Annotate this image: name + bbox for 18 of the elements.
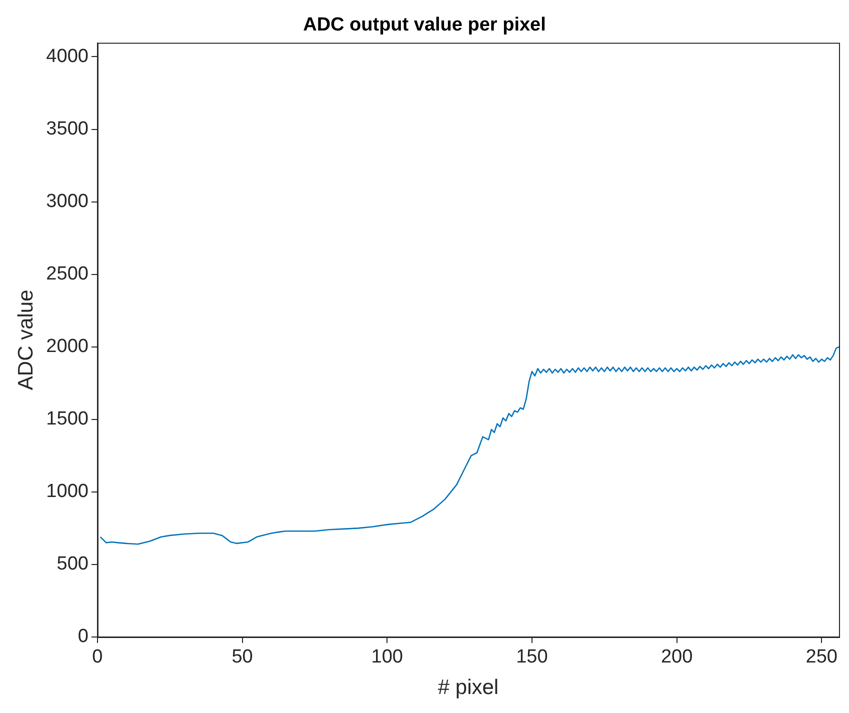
y-tick-label: 3000 — [46, 191, 88, 212]
x-tick-label: 100 — [371, 646, 403, 668]
chart-title: ADC output value per pixel — [303, 14, 546, 36]
y-tick-label: 2000 — [46, 336, 88, 358]
x-tick-label: 150 — [516, 646, 548, 668]
x-tick-label: 200 — [660, 646, 693, 668]
x-tick-label: 50 — [232, 646, 253, 668]
x-tick-label: 0 — [92, 646, 103, 668]
y-axis-title: ADC value — [14, 290, 38, 390]
y-tick-label: 2500 — [46, 264, 88, 285]
y-tick-label: 3500 — [46, 118, 88, 140]
y-tick-label: 1000 — [46, 481, 88, 502]
x-tick-label: 250 — [806, 646, 838, 668]
y-tick-label: 500 — [56, 554, 88, 575]
y-tick-label: 1500 — [46, 408, 88, 430]
y-tick-label: 0 — [78, 626, 88, 648]
y-tick-label: 4000 — [46, 46, 88, 67]
x-axis-title: # pixel — [438, 676, 499, 700]
